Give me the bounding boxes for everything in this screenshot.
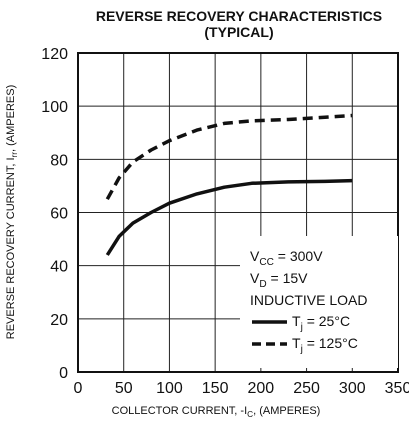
y-tick-labels: 0 20 40 60 80 100 120	[41, 46, 68, 382]
condition-text: VD = 15V	[250, 270, 308, 290]
x-tick-label: 0	[74, 380, 83, 397]
x-tick-label: 150	[202, 380, 229, 397]
legend-box	[240, 236, 398, 368]
x-tick-label: 100	[156, 380, 183, 397]
series-line-125c	[105, 113, 353, 201]
chart-title-line2: (TYPICAL)	[204, 24, 273, 40]
x-tick-label: 350	[385, 380, 409, 397]
y-axis-label: REVERSE RECOVERY CURRENT, Irr, (AMPERES)	[5, 85, 19, 339]
legend-label: Tj = 25°C	[292, 313, 350, 333]
x-tick-labels: 0 50 100 150 200 250 300 350	[74, 380, 409, 397]
series-line-25c	[105, 178, 353, 256]
condition-text: VCC = 300V	[250, 248, 323, 268]
x-axis-label: COLLECTOR CURRENT, -IC, (AMPERES)	[112, 405, 321, 419]
x-tick-label: 50	[115, 380, 133, 397]
y-tick-label: 0	[59, 365, 68, 382]
chart-title-line1: REVERSE RECOVERY CHARACTERISTICS	[96, 8, 382, 24]
y-tick-label: 100	[41, 99, 68, 116]
y-tick-label: 40	[50, 259, 68, 276]
y-tick-label: 80	[50, 152, 68, 169]
legend: Tj = 25°CTj = 125°C	[252, 313, 358, 355]
condition-text: INDUCTIVE LOAD	[250, 292, 367, 308]
y-tick-label: 60	[50, 206, 68, 223]
y-tick-label: 120	[41, 46, 68, 63]
y-tick-label: 20	[50, 312, 68, 329]
x-tick-label: 200	[248, 380, 275, 397]
x-tick-label: 250	[293, 380, 320, 397]
legend-label: Tj = 125°C	[292, 335, 358, 355]
x-tick-label: 300	[339, 380, 366, 397]
plot-frame	[77, 52, 399, 373]
data-series	[105, 113, 353, 256]
chart-grid	[77, 52, 399, 373]
